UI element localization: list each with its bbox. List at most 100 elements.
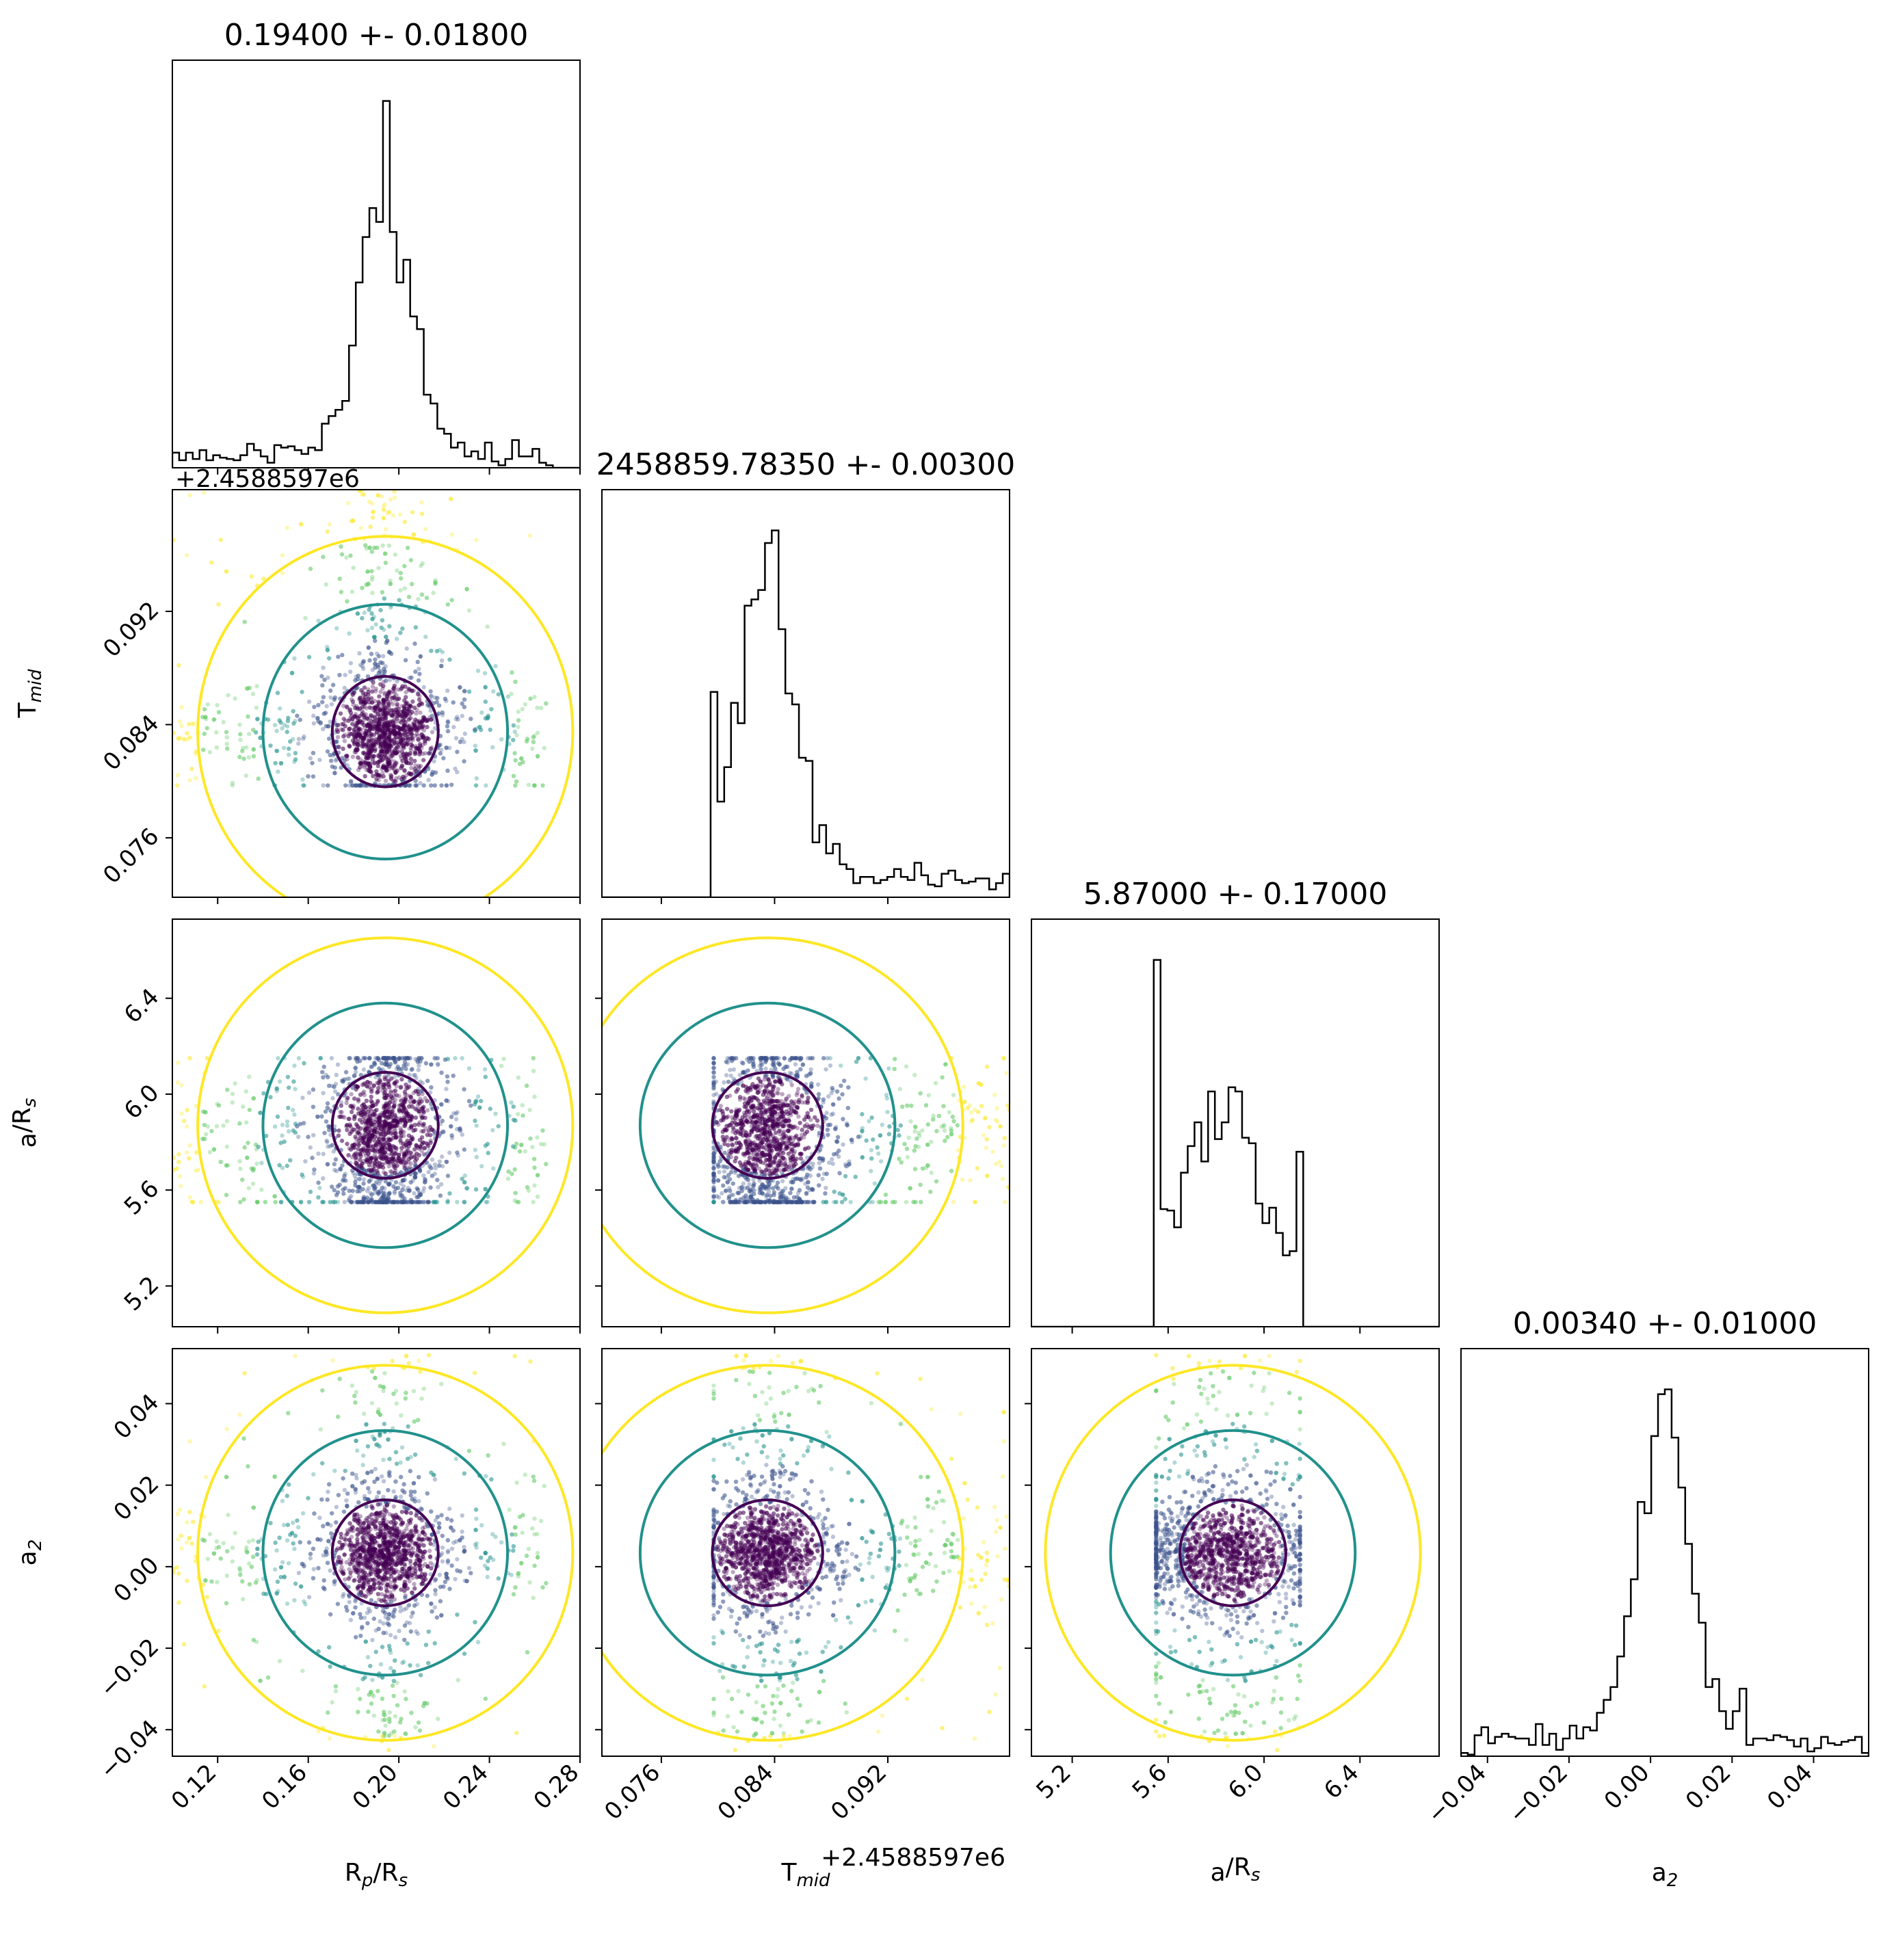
- sample-point: [399, 686, 404, 691]
- sample-point: [395, 749, 401, 754]
- sample-point: [402, 728, 407, 732]
- sample-point: [429, 717, 434, 722]
- sample-point: [367, 765, 373, 769]
- sample-point: [365, 723, 370, 728]
- sample-point: [399, 738, 404, 743]
- sample-point: [354, 730, 359, 735]
- sample-point: [445, 719, 451, 724]
- sample-point: [381, 706, 386, 711]
- sample-point: [371, 545, 377, 551]
- sample-point: [460, 1056, 464, 1061]
- sample-point: [366, 723, 371, 728]
- sample-point: [353, 1157, 358, 1163]
- sample-point: [330, 683, 336, 687]
- sample-point: [216, 710, 222, 715]
- sample-point: [355, 676, 360, 682]
- sample-point: [384, 767, 389, 773]
- sample-point: [322, 677, 327, 683]
- sample-point: [325, 749, 330, 754]
- sample-point: [354, 1176, 358, 1182]
- sample-point: [216, 1103, 222, 1108]
- sample-point: [440, 1164, 445, 1169]
- sample-point: [380, 744, 385, 749]
- sample-point: [389, 754, 394, 758]
- sample-point: [478, 728, 484, 732]
- sample-point: [203, 715, 208, 719]
- sample-point: [510, 670, 514, 675]
- sample-point: [318, 719, 323, 725]
- sample-point: [401, 774, 406, 779]
- sample-point: [520, 706, 525, 712]
- sample-point: [347, 726, 352, 731]
- sample-point: [201, 747, 206, 752]
- sample-point: [296, 741, 301, 746]
- sample-point: [414, 783, 419, 788]
- sample-point: [385, 1102, 391, 1107]
- sample-point: [390, 713, 395, 718]
- sample-point: [389, 1089, 393, 1094]
- sample-point: [246, 755, 252, 760]
- sample-point: [377, 773, 382, 778]
- sample-point: [376, 753, 380, 758]
- sample-point: [351, 518, 356, 523]
- sample-point: [451, 700, 456, 705]
- sample-point: [370, 616, 375, 622]
- sample-point: [358, 1110, 364, 1115]
- sample-point: [412, 641, 417, 646]
- sample-point: [367, 748, 371, 754]
- sample-point: [384, 724, 390, 728]
- sample-point: [172, 538, 176, 542]
- sample-point: [202, 1122, 207, 1128]
- sample-point: [402, 768, 407, 773]
- sample-point: [404, 759, 409, 764]
- sample-point: [374, 730, 380, 735]
- sample-point: [393, 732, 397, 737]
- sample-point: [361, 1056, 366, 1061]
- sample-point: [373, 706, 378, 711]
- sample-point: [366, 745, 371, 750]
- sample-point: [397, 742, 401, 747]
- sample-point: [409, 727, 414, 732]
- sample-point: [375, 726, 380, 732]
- sample-point: [244, 745, 249, 750]
- sample-point: [321, 783, 326, 788]
- sample-point: [419, 720, 424, 725]
- sample-point: [330, 683, 336, 687]
- sample-point: [368, 750, 373, 755]
- sample-point: [360, 741, 365, 746]
- sample-point: [354, 704, 359, 708]
- sample-point: [395, 745, 400, 750]
- sample-point: [187, 1195, 192, 1200]
- sample-point: [347, 708, 352, 713]
- sample-point: [416, 763, 421, 769]
- sample-point: [397, 726, 402, 732]
- sample-point: [415, 1145, 420, 1150]
- sample-point: [343, 754, 349, 758]
- sample-point: [391, 687, 396, 691]
- sample-point: [375, 545, 380, 551]
- sample-point: [412, 721, 417, 726]
- sample-point: [378, 727, 382, 732]
- sample-point: [300, 1096, 305, 1100]
- sample-point: [367, 766, 373, 771]
- sample-point: [387, 689, 392, 694]
- sample-point: [367, 723, 373, 728]
- sample-point: [333, 758, 339, 763]
- sample-point: [352, 737, 358, 741]
- sample-point: [332, 697, 337, 702]
- sample-point: [376, 493, 380, 498]
- sample-point: [352, 740, 357, 745]
- sample-point: [401, 704, 407, 709]
- sample-point: [237, 1158, 242, 1164]
- sample-point: [411, 1090, 416, 1096]
- sample-point: [398, 588, 403, 593]
- sample-point: [376, 721, 380, 726]
- sample-point: [369, 725, 374, 730]
- sample-point: [376, 763, 380, 769]
- sample-point: [382, 742, 387, 747]
- sample-point: [361, 743, 366, 747]
- sample-point: [383, 745, 388, 750]
- sample-point: [355, 721, 360, 726]
- sample-point: [311, 713, 316, 718]
